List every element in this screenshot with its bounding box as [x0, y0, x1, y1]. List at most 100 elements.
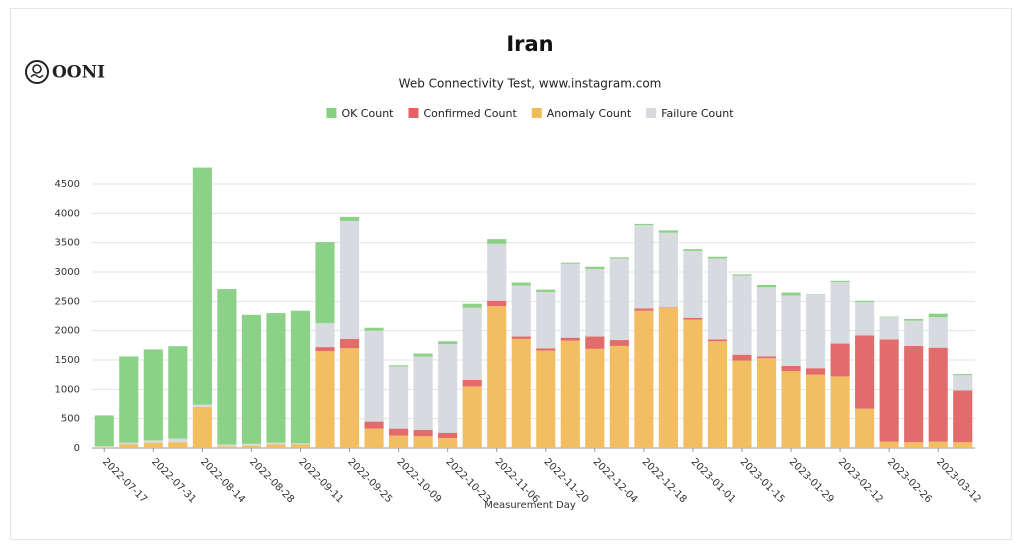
bar-segment [290, 444, 311, 448]
bar-segment [315, 242, 335, 324]
bar-segment [585, 266, 605, 270]
bar-segment [855, 301, 875, 336]
bar-segment [487, 239, 507, 244]
bar-segment [192, 406, 212, 448]
legend-label: Anomaly Count [547, 107, 632, 120]
bar-segment [94, 446, 114, 448]
bar-segment [904, 318, 924, 321]
bar-segment [683, 250, 703, 318]
bar-segment [928, 317, 948, 348]
bar-segment [389, 365, 409, 367]
y-tick-label: 2000 [55, 326, 80, 337]
bar-segment [192, 404, 212, 407]
bar-segment [315, 323, 335, 348]
bar-segment [413, 356, 433, 430]
bar-segment [339, 348, 360, 448]
bar-segment [290, 443, 311, 445]
bar-segment [462, 303, 482, 308]
bar-segment [438, 432, 458, 439]
y-tick-label: 3500 [55, 238, 80, 249]
bar-segment [879, 339, 899, 442]
bar-segment [904, 345, 924, 443]
legend-swatch [326, 108, 337, 118]
bar-segment [536, 350, 556, 448]
bar-segment [511, 282, 531, 286]
bar-segment [462, 379, 482, 387]
bar-segment [806, 294, 826, 295]
bar-segment [756, 356, 777, 359]
bar-segment [536, 289, 556, 292]
bar-segment [143, 349, 163, 441]
bar-segment [953, 442, 973, 448]
bar-segment [511, 336, 531, 339]
bar-segment [830, 343, 850, 377]
bar-segment [119, 442, 139, 445]
bar-segment [438, 341, 458, 345]
bar-segment [928, 441, 948, 448]
bar-segment [487, 243, 507, 301]
bar-segment [266, 444, 286, 448]
bar-segment [609, 340, 629, 346]
bar-segment [781, 295, 801, 366]
bar-segment [192, 167, 212, 405]
bar-segment [634, 308, 654, 311]
bar-segment [266, 313, 286, 443]
bar-segment [487, 300, 507, 307]
bar-segment [756, 287, 777, 357]
bar-segment [585, 348, 605, 448]
bar-segment [732, 354, 752, 361]
bar-segment [339, 338, 360, 349]
bar-segment [732, 360, 752, 448]
bar-segment [609, 345, 629, 448]
bar-segment [536, 348, 556, 351]
y-tick-label: 1000 [55, 384, 80, 395]
bar-segment [953, 375, 973, 391]
bar-segment [904, 442, 924, 448]
bar-segment [634, 225, 654, 309]
bar-segment [462, 307, 482, 380]
frame [10, 8, 1012, 540]
bar-segment [879, 441, 899, 448]
bar-segment [953, 390, 973, 443]
y-tick-label: 0 [74, 443, 80, 454]
bar-segment [168, 438, 188, 443]
bar-segment [364, 421, 384, 429]
bar-segment [217, 446, 237, 448]
bar-segment [830, 281, 850, 344]
logo-icon [25, 60, 49, 84]
bar-segment [168, 442, 188, 448]
bar-segment [855, 335, 875, 409]
legend-swatch [531, 108, 542, 118]
bar-segment [855, 408, 875, 448]
bar-segment [732, 274, 752, 276]
bar-segment [560, 337, 580, 341]
bar-segment [413, 353, 433, 357]
legend-label: OK Count [341, 107, 394, 120]
x-axis-label: Measurement Day [484, 500, 576, 511]
chart-title: Iran [506, 32, 553, 56]
bar-segment [732, 275, 752, 355]
bar-segment [879, 316, 899, 318]
legend-swatch [646, 108, 657, 118]
bar-segment [904, 320, 924, 346]
bar-segment [953, 374, 973, 376]
bar-segment [658, 232, 678, 308]
bar-segment [389, 435, 409, 448]
bar-segment [315, 347, 335, 352]
bar-segment [560, 263, 580, 338]
bar-segment [364, 428, 384, 448]
bar-segment [560, 340, 580, 448]
y-tick-label: 3000 [55, 267, 80, 278]
bar-segment [585, 336, 605, 349]
bar-segment [315, 351, 335, 448]
bar-segment [658, 230, 678, 233]
bar-segment [707, 258, 728, 340]
legend-label: Failure Count [661, 107, 734, 120]
bar-segment [879, 317, 899, 340]
bar-segment [168, 346, 188, 439]
bar-segment [241, 443, 261, 446]
bar-segment [683, 319, 703, 448]
bar-segment [806, 368, 826, 375]
bar-segment [781, 292, 801, 296]
